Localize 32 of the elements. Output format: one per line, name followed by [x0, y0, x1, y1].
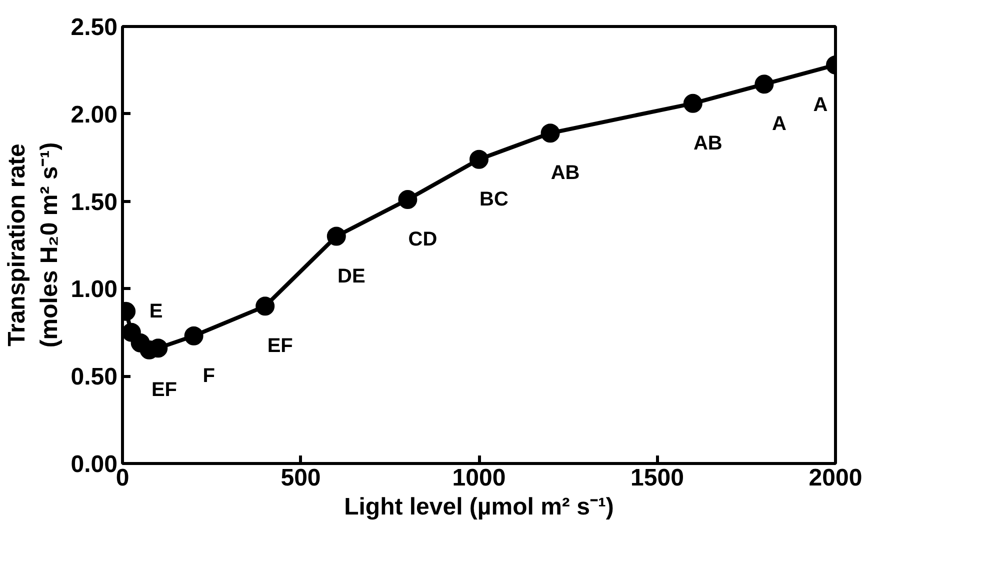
y-tick-label: 0.00: [70, 451, 118, 478]
x-tick-label: 1000: [452, 464, 506, 492]
x-axis-title: Light level (µmol m² s⁻¹): [344, 494, 614, 520]
point: [470, 150, 488, 169]
y-tick-label: 1.50: [70, 188, 118, 216]
annotation: F: [202, 364, 215, 387]
annotation: EF: [151, 378, 178, 401]
annotation: DE: [338, 265, 366, 288]
point: [540, 124, 560, 143]
point: [326, 226, 346, 246]
point: [256, 296, 275, 316]
annotation: EF: [267, 335, 293, 358]
annotation: BC: [480, 188, 508, 210]
y-tick-label: 2.50: [70, 14, 118, 41]
x-tick-label: 1500: [630, 464, 684, 492]
y-tick-label: 0.50: [70, 364, 118, 391]
annotation: A: [813, 94, 828, 116]
y-tick-label: 1.00: [70, 276, 118, 304]
x-tick-label: 500: [280, 464, 321, 492]
point: [398, 190, 418, 210]
x-tick-label: 2000: [808, 464, 862, 492]
x-tick-label: 0: [116, 464, 130, 492]
annotation: AB: [550, 162, 580, 184]
annotation: E: [149, 300, 163, 322]
y-axis-title: Transpiration rate (moles H₂0 m² s⁻¹): [3, 142, 63, 348]
y-tick-label: 2.00: [70, 101, 118, 128]
point: [184, 326, 204, 346]
point: [683, 94, 702, 113]
annotation: AB: [693, 132, 722, 154]
point: [754, 74, 774, 94]
annotation: A: [772, 113, 786, 136]
annotation: CD: [408, 228, 438, 251]
